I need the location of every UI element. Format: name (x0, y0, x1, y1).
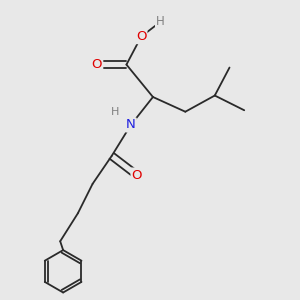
Text: N: N (126, 118, 136, 131)
Text: H: H (156, 15, 165, 28)
Text: O: O (131, 169, 142, 182)
Text: O: O (136, 30, 146, 43)
Text: O: O (92, 58, 102, 71)
Text: H: H (110, 107, 119, 117)
